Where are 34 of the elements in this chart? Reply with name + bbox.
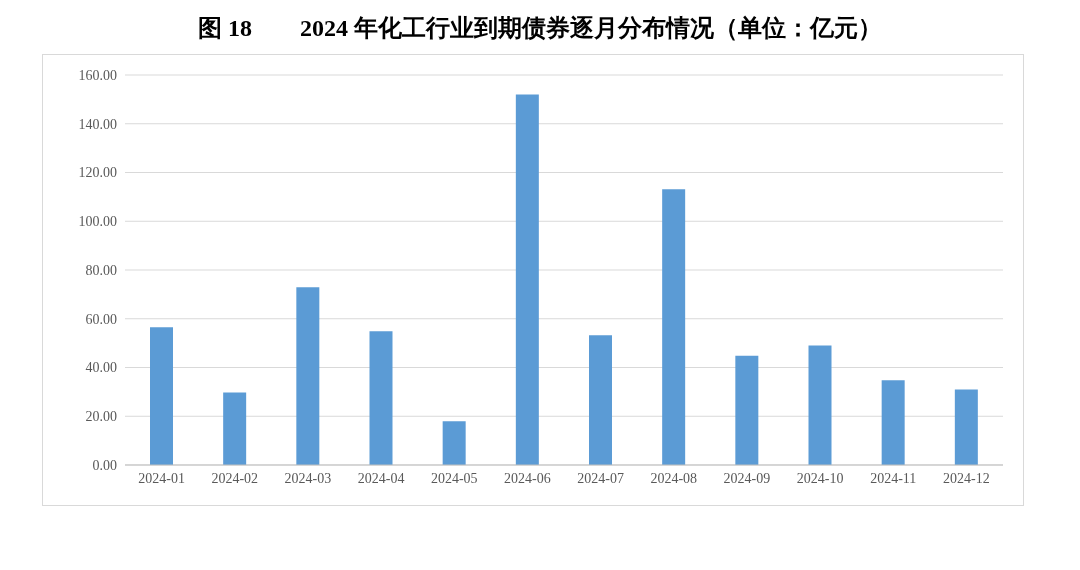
- bar: [515, 94, 539, 465]
- y-tick-label: 60.00: [85, 311, 117, 327]
- x-tick-label: 2024-02: [211, 470, 259, 486]
- bar: [150, 327, 173, 465]
- x-tick-label: 2024-07: [577, 470, 624, 486]
- y-tick-label: 40.00: [85, 360, 117, 376]
- x-tick-label: 2024-05: [430, 470, 478, 486]
- x-tick-label: 2024-08: [650, 470, 698, 486]
- y-tick-label: 80.00: [85, 262, 117, 278]
- bar: [223, 392, 247, 465]
- y-tick-label: 120.00: [78, 165, 117, 181]
- bar: [954, 389, 978, 465]
- x-tick-label: 2024-09: [723, 470, 771, 486]
- x-tick-label: 2024-04: [357, 470, 405, 486]
- y-tick-label: 0.00: [92, 457, 117, 473]
- bar: [808, 345, 832, 465]
- y-tick-label: 140.00: [78, 116, 117, 132]
- bar: [662, 189, 686, 465]
- y-tick-label: 20.00: [85, 409, 117, 425]
- x-tick-label: 2024-06: [504, 470, 551, 486]
- bar: [589, 335, 612, 465]
- x-tick-label: 2024-11: [870, 470, 917, 486]
- x-tick-label: 2024-01: [138, 470, 185, 486]
- chart-title: 图 18 2024 年化工行业到期债券逐月分布情况（单位：亿元）: [197, 14, 883, 43]
- bar: [881, 380, 905, 465]
- y-tick-label: 100.00: [78, 214, 117, 230]
- bar: [735, 355, 759, 465]
- x-tick-label: 2024-03: [284, 470, 332, 486]
- bar: [369, 331, 393, 465]
- bar: [296, 287, 320, 465]
- y-tick-label: 160.00: [78, 67, 117, 83]
- bar: [442, 421, 466, 465]
- x-tick-label: 2024-12: [943, 470, 990, 486]
- x-tick-label: 2024-10: [796, 470, 844, 486]
